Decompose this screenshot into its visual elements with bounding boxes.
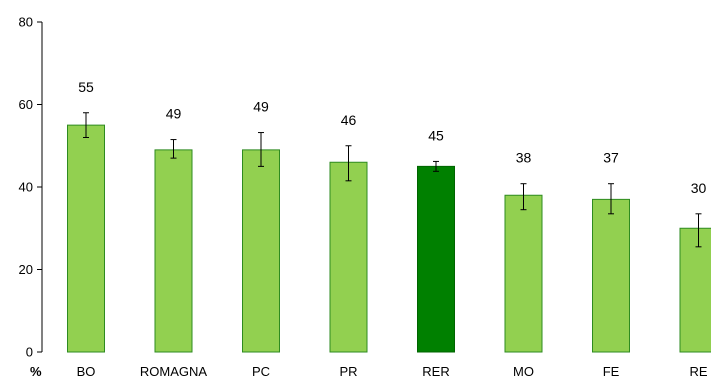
category-label-bo: BO xyxy=(77,364,96,376)
bar-bo xyxy=(68,125,105,352)
data-label-rer: 45 xyxy=(428,127,444,143)
category-label-pc: PC xyxy=(252,364,270,376)
category-label-fe: FE xyxy=(603,364,620,376)
data-label-fe: 37 xyxy=(603,150,619,166)
data-label-re: 30 xyxy=(691,180,707,196)
bar-rer xyxy=(418,166,455,352)
category-label-re: RE xyxy=(689,364,707,376)
data-label-bo: 55 xyxy=(78,79,94,95)
data-label-pc: 49 xyxy=(253,99,269,115)
bar-romagna xyxy=(155,150,192,352)
bar-pr xyxy=(330,162,367,352)
y-tick-label: 60 xyxy=(19,97,33,112)
bar-mo xyxy=(505,195,542,352)
category-label-mo: MO xyxy=(513,364,534,376)
y-tick-label: 20 xyxy=(19,262,33,277)
bar-fe xyxy=(593,199,630,352)
y-axis-unit-label: % xyxy=(30,364,42,376)
data-label-romagna: 49 xyxy=(166,106,182,122)
y-tick-label: 80 xyxy=(19,15,33,30)
data-label-pr: 46 xyxy=(341,112,357,128)
y-tick-label: 40 xyxy=(19,180,33,195)
data-label-mo: 38 xyxy=(516,150,532,166)
category-label-rer: RER xyxy=(422,364,449,376)
bar-pc xyxy=(243,150,280,352)
category-label-pr: PR xyxy=(339,364,357,376)
category-label-romagna: ROMAGNA xyxy=(140,364,208,376)
y-tick-label: 0 xyxy=(26,345,33,360)
